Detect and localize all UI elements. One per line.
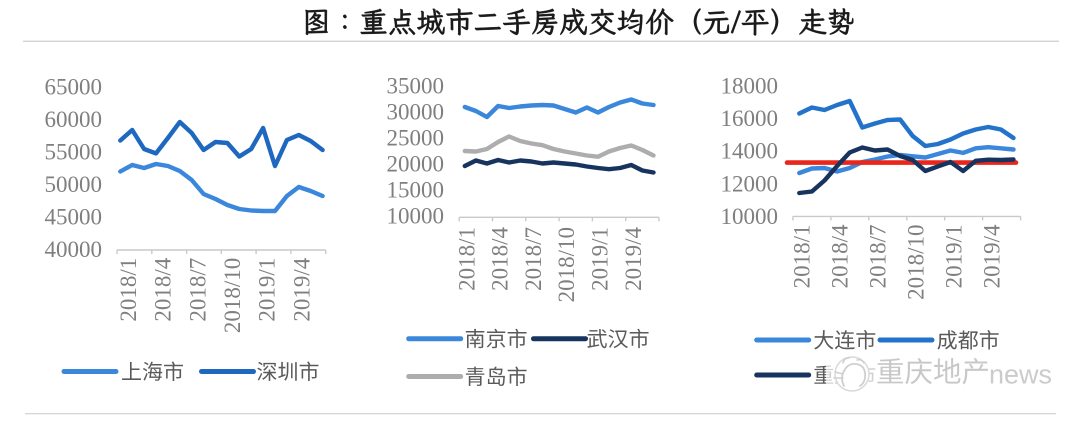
svg-text:2018/10: 2018/10 [220,258,245,333]
svg-text:2019/1: 2019/1 [255,258,280,322]
svg-text:10000: 10000 [387,204,445,229]
svg-text:25000: 25000 [387,126,445,151]
svg-text:35000: 35000 [387,74,445,99]
svg-text:2019/4: 2019/4 [621,227,646,291]
svg-text:65000: 65000 [45,75,103,100]
svg-text:10000: 10000 [721,204,779,229]
svg-text:2018/7: 2018/7 [866,225,891,289]
svg-text:2019/1: 2019/1 [588,227,613,291]
svg-text:15000: 15000 [387,178,445,203]
svg-text:14000: 14000 [721,139,779,164]
svg-text:news: news [989,360,1052,390]
svg-text:40000: 40000 [45,237,103,262]
svg-text:2019/1: 2019/1 [941,225,966,289]
svg-text:2018/10: 2018/10 [554,227,579,302]
svg-text:2019/4: 2019/4 [979,224,1004,288]
svg-text:2019/4: 2019/4 [289,257,314,321]
svg-text:2018/1: 2018/1 [116,258,141,322]
svg-text:30000: 30000 [387,100,445,125]
svg-text:2018/4: 2018/4 [151,257,176,321]
svg-text:2018/7: 2018/7 [185,258,210,322]
svg-text:55000: 55000 [45,140,103,165]
svg-text:20000: 20000 [387,152,445,177]
svg-text:2018/10: 2018/10 [904,225,929,300]
svg-text:16000: 16000 [721,106,779,131]
svg-text:60000: 60000 [45,107,103,132]
svg-text:18000: 18000 [721,74,779,99]
svg-text:2018/1: 2018/1 [790,225,815,289]
svg-text:12000: 12000 [721,171,779,196]
svg-text:50000: 50000 [45,172,103,197]
svg-text:2018/7: 2018/7 [521,227,546,291]
svg-text:2018/4: 2018/4 [488,227,513,291]
svg-text:2018/4: 2018/4 [828,224,853,288]
svg-text:45000: 45000 [45,205,103,230]
svg-text:2018/1: 2018/1 [454,227,479,291]
